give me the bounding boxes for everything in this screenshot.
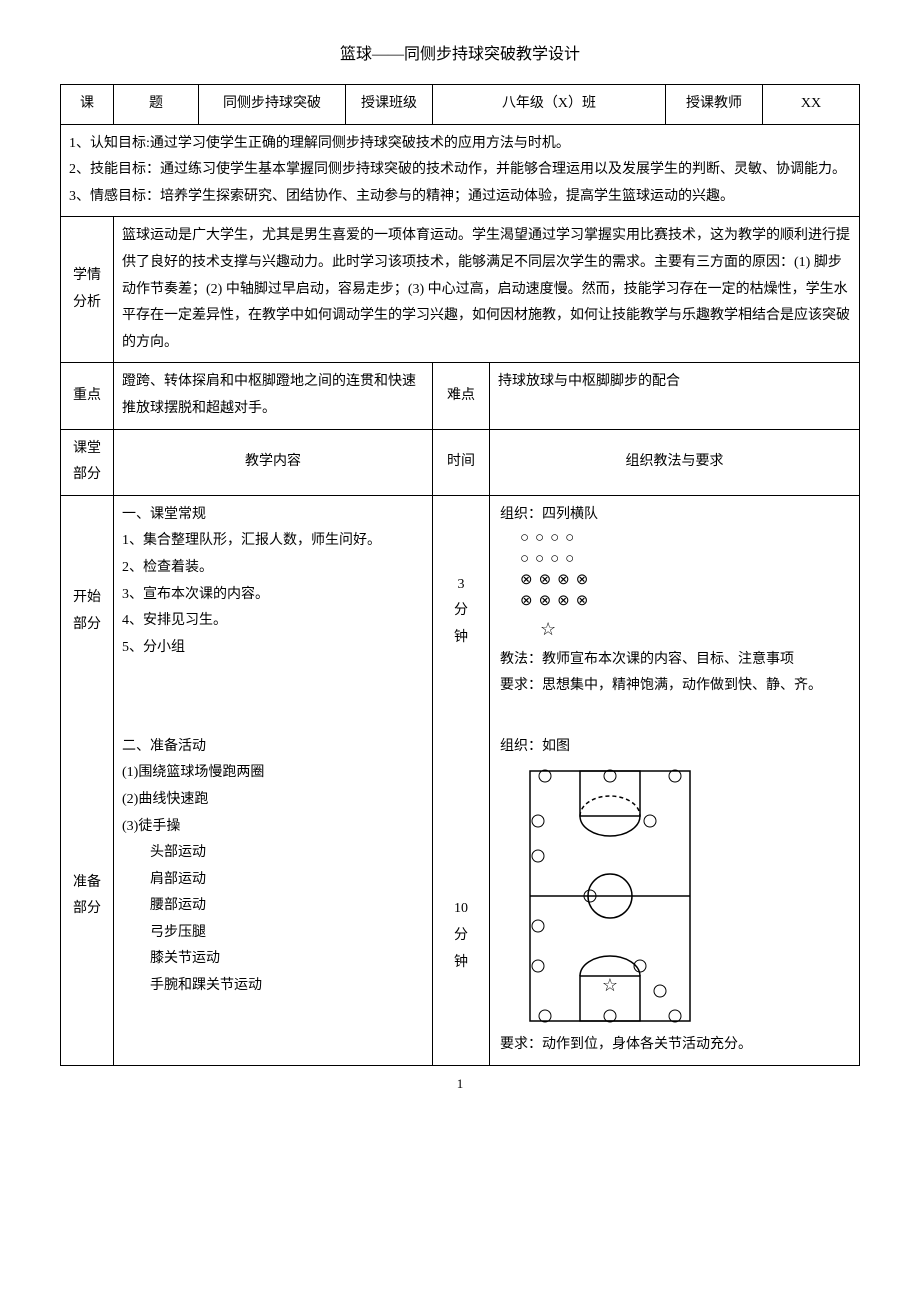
- col-method: 组织教法与要求: [490, 429, 860, 495]
- sec2-ctitle: 二、准备活动: [122, 734, 424, 761]
- keypoint-text: 蹬跨、转体探肩和中枢脚蹬地之间的连贯和快速推放球摆脱和超越对手。: [114, 363, 433, 429]
- sec1-time-u2: 钟: [441, 625, 481, 652]
- lbl-class: 授课班级: [346, 85, 433, 125]
- lbl-topic-1: 课: [61, 85, 114, 125]
- sec1-content: 一、课堂常规 1、集合整理队形，汇报人数，师生问好。 2、检查着装。 3、宣布本…: [114, 495, 433, 728]
- sec1-method: 组织：四列横队 ○○○○ ○○○○ ⊗⊗⊗⊗ ⊗⊗⊗⊗ ☆ 教法：教师宣布本次课…: [490, 495, 860, 728]
- sec2-m-header: 组织：如图: [500, 734, 851, 761]
- sec1-time: 3 分 钟: [433, 495, 490, 728]
- sec1-ctitle: 一、课堂常规: [122, 502, 424, 529]
- lbl-teacher: 授课教师: [666, 85, 763, 125]
- sec1-time-u1: 分: [441, 598, 481, 625]
- col-part: 课堂部分: [61, 429, 114, 495]
- class-value: 八年级（X）班: [433, 85, 666, 125]
- sec2-time-u1: 分: [441, 923, 481, 950]
- goals-cell: 1、认知目标:通过学习使学生正确的理解同侧步持球突破技术的应用方法与时机。 2、…: [61, 124, 860, 217]
- sec1-c5: 5、分小组: [122, 635, 424, 662]
- sec1-m-header: 组织：四列横队: [500, 502, 851, 529]
- sec2-time: 10 分 钟: [433, 728, 490, 1066]
- sec1-time-num: 3: [441, 572, 481, 599]
- sec1-c2: 2、检查着装。: [122, 555, 424, 582]
- sec2-c3e: 膝关节运动: [122, 946, 424, 973]
- sec1-part: 开始部分: [61, 495, 114, 728]
- sec2-c3b: 肩部运动: [122, 867, 424, 894]
- formation-row-1: ○○○○: [520, 528, 851, 549]
- col-content: 教学内容: [114, 429, 433, 495]
- sec1-c3: 3、宣布本次课的内容。: [122, 582, 424, 609]
- col-time: 时间: [433, 429, 490, 495]
- basketball-court-icon: ☆: [510, 766, 710, 1026]
- sec2-c1: (1)围绕篮球场慢跑两圈: [122, 760, 424, 787]
- topic-value: 同侧步持球突破: [199, 85, 346, 125]
- sec1-m2: 要求：思想集中，精神饱满，动作做到快、静、齐。: [500, 673, 851, 700]
- teacher-star-icon: ☆: [500, 612, 851, 646]
- sec2-part: 准备部分: [61, 728, 114, 1066]
- sec1-m1: 教法：教师宣布本次课的内容、目标、注意事项: [500, 647, 851, 674]
- sec1-c1: 1、集合整理队形，汇报人数，师生问好。: [122, 528, 424, 555]
- lbl-topic-2: 题: [114, 85, 199, 125]
- sec2-content: 二、准备活动 (1)围绕篮球场慢跑两圈 (2)曲线快速跑 (3)徒手操 头部运动…: [114, 728, 433, 1066]
- sec2-c2: (2)曲线快速跑: [122, 787, 424, 814]
- svg-text:☆: ☆: [602, 975, 618, 995]
- sec2-time-u2: 钟: [441, 950, 481, 977]
- formation-row-3: ⊗⊗⊗⊗: [520, 570, 851, 591]
- goal-3: 3、情感目标：培养学生探索研究、团结协作、主动参与的精神；通过运动体验，提高学生…: [69, 184, 851, 211]
- teacher-value: XX: [763, 85, 860, 125]
- goal-1: 1、认知目标:通过学习使学生正确的理解同侧步持球突破技术的应用方法与时机。: [69, 131, 851, 158]
- formation-row-4: ⊗⊗⊗⊗: [520, 591, 851, 612]
- doc-title: 篮球——同侧步持球突破教学设计: [60, 40, 860, 64]
- sec2-m-footer: 要求：动作到位，身体各关节活动充分。: [500, 1032, 851, 1059]
- sec2-c3a: 头部运动: [122, 840, 424, 867]
- formation-row-2: ○○○○: [520, 549, 851, 570]
- sec2-c3d: 弓步压腿: [122, 920, 424, 947]
- keypoint-label: 重点: [61, 363, 114, 429]
- sec1-c4: 4、安排见习生。: [122, 608, 424, 635]
- analysis-text: 篮球运动是广大学生，尤其是男生喜爱的一项体育运动。学生渴望通过学习掌握实用比赛技…: [114, 217, 860, 363]
- page-number: 1: [60, 1076, 860, 1092]
- sec2-method: 组织：如图: [490, 728, 860, 1066]
- sec2-c3f: 手腕和踝关节运动: [122, 973, 424, 1000]
- sec2-c3: (3)徒手操: [122, 814, 424, 841]
- lesson-plan-table: 课 题 同侧步持球突破 授课班级 八年级（X）班 授课教师 XX 1、认知目标:…: [60, 84, 860, 1066]
- difficulty-label: 难点: [433, 363, 490, 429]
- sec2-c3c: 腰部运动: [122, 893, 424, 920]
- analysis-label: 学情分析: [61, 217, 114, 363]
- sec2-time-num: 10: [441, 896, 481, 923]
- difficulty-text: 持球放球与中枢脚脚步的配合: [490, 363, 860, 429]
- goal-2: 2、技能目标：通过练习使学生基本掌握同侧步持球突破的技术动作，并能够合理运用以及…: [69, 157, 851, 184]
